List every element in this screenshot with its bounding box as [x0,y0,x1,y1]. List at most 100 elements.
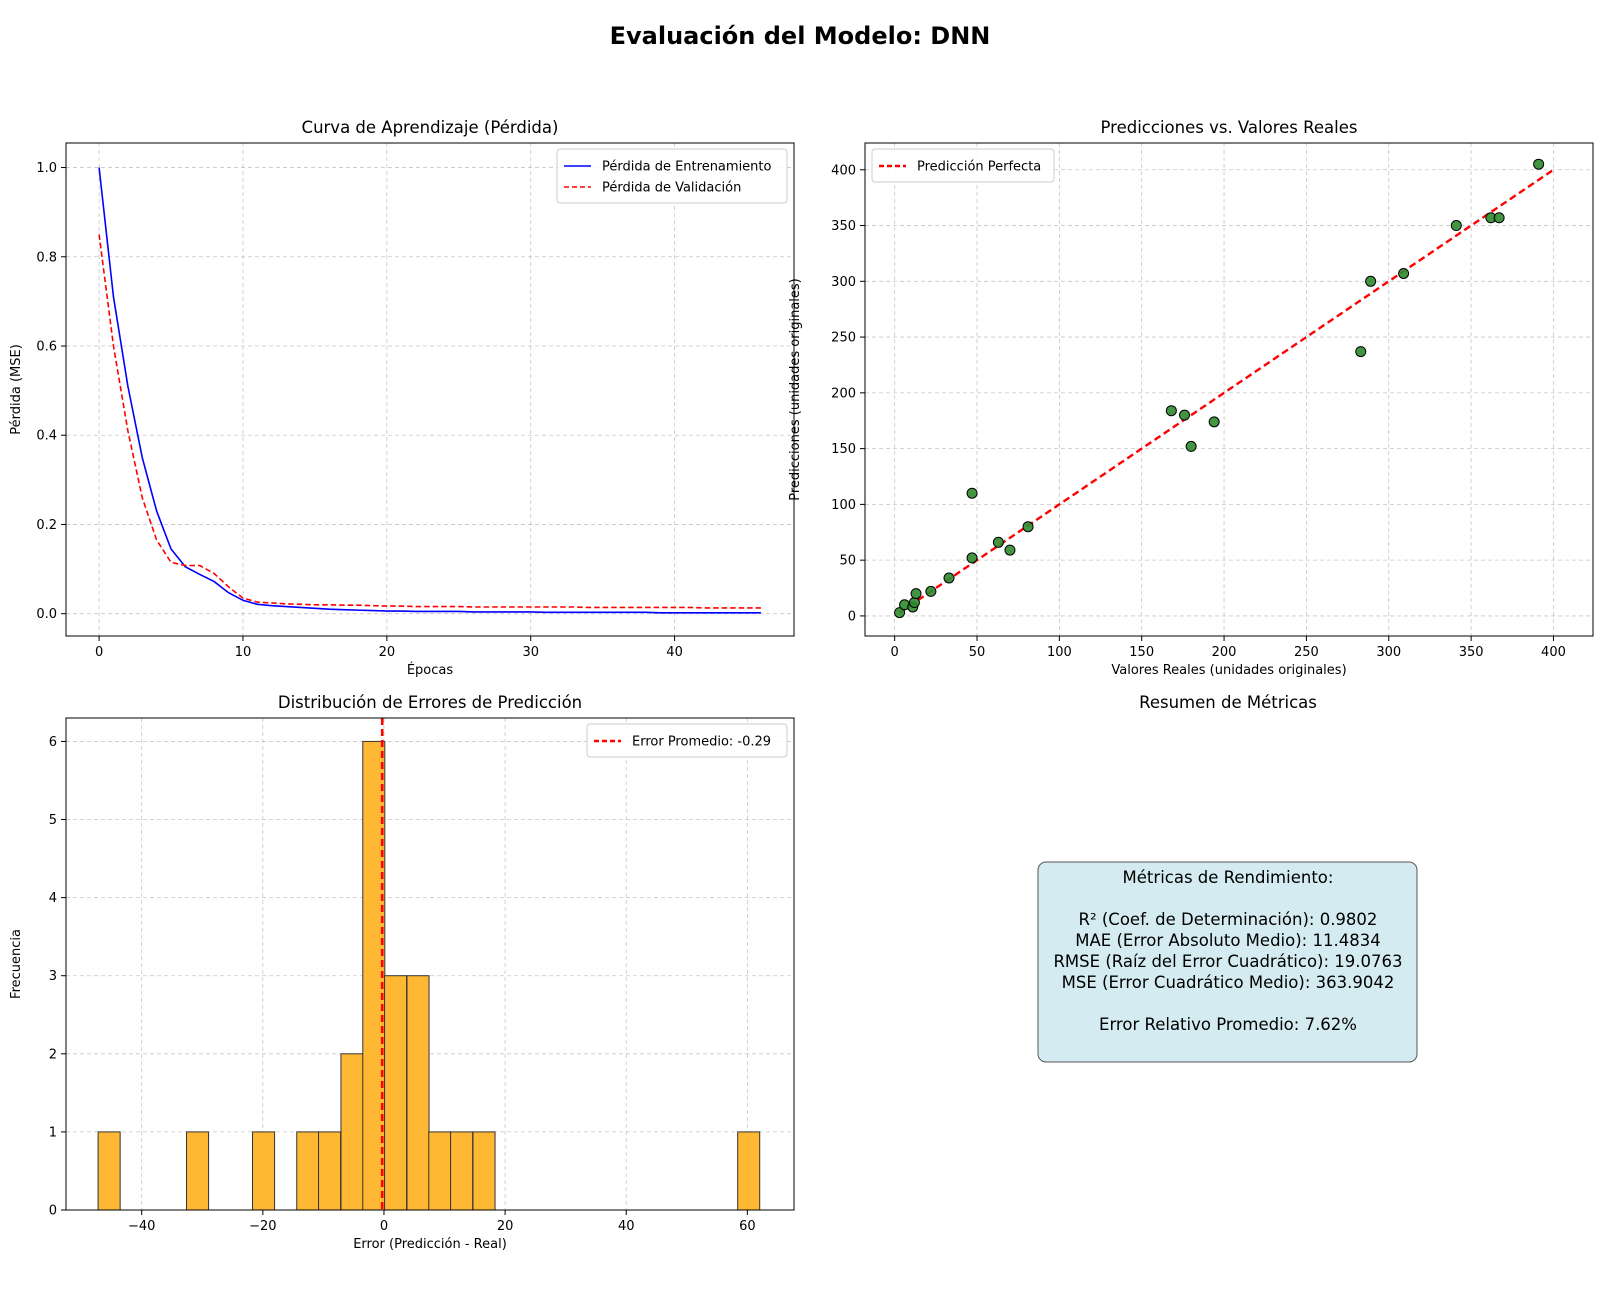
y-axis-label: Frecuencia [9,929,24,999]
y-tick-label: 5 [49,813,57,828]
y-axis-label: Predicciones (unidades originales) [788,278,803,501]
histogram-bar [318,1131,342,1211]
scatter-point [1179,409,1191,421]
axes-frame [65,142,795,637]
y-tick-label: 1.0 [36,161,57,176]
metric-relative-error: Error Relativo Promedio: 7.62% [1099,1015,1357,1034]
histogram-bar [186,1131,210,1211]
histogram-bar [450,1131,474,1211]
histogram-bar [296,1131,320,1211]
figure-suptitle: Evaluación del Modelo: DNN [610,22,991,50]
metrics-panel-title: Resumen de Métricas [1139,693,1317,712]
x-tick-label: 30 [522,645,539,660]
histogram-bar [472,1131,496,1211]
scatter-point [894,607,906,619]
legend-entry: Pérdida de Entrenamiento [602,160,772,175]
x-tick-label: 40 [618,1219,635,1234]
scatter-point [910,588,922,600]
x-axis-label: Épocas [407,662,454,678]
x-axis-label: Valores Reales (unidades originales) [1111,663,1346,678]
y-tick-label: 200 [831,386,856,401]
metric-rmse: RMSE (Raíz del Error Cuadrático): 19.076… [1053,952,1402,971]
scatter-point [925,585,937,597]
metrics-heading: Métricas de Rendimiento: [1123,868,1334,887]
error-histogram-panel: −40 −20 0 20 40 60 0 1 2 3 4 5 6 Distribución de Erro… [9,693,795,1252]
y-tick-label: 400 [831,163,856,178]
y-tick-label: 6 [49,735,57,750]
x-tick-label: −20 [249,1219,276,1234]
y-tick-label: 100 [831,498,856,513]
metrics-box [1037,861,1418,1063]
metric-r2: R² (Coef. de Determinación): 0.9802 [1079,910,1378,929]
y-tick-label: 0 [848,609,856,624]
metric-mse: MSE (Error Cuadrático Medio): 363.9042 [1062,973,1395,992]
y-tick-label: 0 [49,1204,57,1219]
y-tick-label: 0.6 [36,340,57,355]
y-tick-label: 50 [839,554,856,569]
histogram-bar [97,1131,121,1211]
histogram-bar [428,1131,452,1211]
legend-entry: Pérdida de Validación [602,181,741,196]
legend [556,148,788,204]
scatter-point [1450,220,1462,232]
histogram-bar [340,1053,364,1211]
y-tick-label: 300 [831,275,856,290]
y-tick-label: 2 [49,1047,57,1062]
scatter-point [1365,275,1377,287]
x-tick-label: 50 [969,645,986,660]
x-tick-label: 10 [235,645,252,660]
x-tick-label: 100 [1047,645,1072,660]
y-tick-label: 4 [49,891,57,906]
axes-frame [864,142,1594,637]
scatter-point [1004,544,1016,556]
x-tick-label: −40 [128,1219,155,1234]
x-tick-label: 60 [739,1219,756,1234]
x-tick-label: 0 [380,1219,388,1234]
scatter-point [1493,212,1505,224]
y-tick-label: 0.0 [36,607,57,622]
chart-title: Predicciones vs. Valores Reales [1101,118,1358,137]
metrics-summary-panel: Resumen de Métricas Métricas de Rendimie… [1037,693,1418,1063]
legend-entry: Error Promedio: -0.29 [632,735,771,750]
scatter-point [1185,440,1197,452]
x-tick-label: 150 [1129,645,1154,660]
y-tick-label: 1 [49,1125,57,1140]
chart-title: Distribución de Errores de Predicción [278,693,582,712]
chart-title: Curva de Aprendizaje (Pérdida) [302,118,559,137]
scatter-point [966,552,978,564]
scatter-point [1208,416,1220,428]
x-tick-label: 20 [497,1219,514,1234]
x-tick-label: 300 [1376,645,1401,660]
scatter-point [1165,405,1177,417]
x-tick-label: 400 [1541,645,1566,660]
scatter-point [1398,268,1410,279]
scatter-point [943,572,955,584]
histogram-bar [252,1131,276,1211]
y-tick-label: 250 [831,331,856,346]
scatter-point [908,597,920,609]
scatter-point [1355,346,1367,358]
x-tick-label: 40 [666,645,683,660]
x-axis-label: Error (Predicción - Real) [353,1237,507,1252]
histogram-bar [737,1131,761,1211]
scatter-point [1022,521,1034,533]
histogram-bar [406,975,430,1211]
x-tick-label: 350 [1459,645,1484,660]
loss-curve-panel: 0 10 20 30 40 0.0 0.2 0.4 0.6 0.8 1.0 Curva de Apre… [9,118,795,678]
y-tick-label: 3 [49,969,57,984]
histogram-bar [384,975,408,1211]
metric-mae: MAE (Error Absoluto Medio): 11.4834 [1075,931,1380,950]
y-tick-label: 150 [831,442,856,457]
x-tick-label: 0 [95,645,103,660]
y-tick-label: 0.4 [36,429,57,444]
y-tick-label: 350 [831,219,856,234]
prediction-scatter-panel: 0 50 100 150 200 250 300 350 400 0 50 100 150 200 250 3… [788,118,1594,678]
x-tick-label: 200 [1212,645,1237,660]
y-tick-label: 0.8 [36,250,57,265]
scatter-point [1533,158,1545,170]
y-tick-label: 0.2 [36,518,57,533]
x-tick-label: 250 [1294,645,1319,660]
legend-entry: Predicción Perfecta [917,160,1041,175]
x-tick-label: 0 [891,645,899,660]
